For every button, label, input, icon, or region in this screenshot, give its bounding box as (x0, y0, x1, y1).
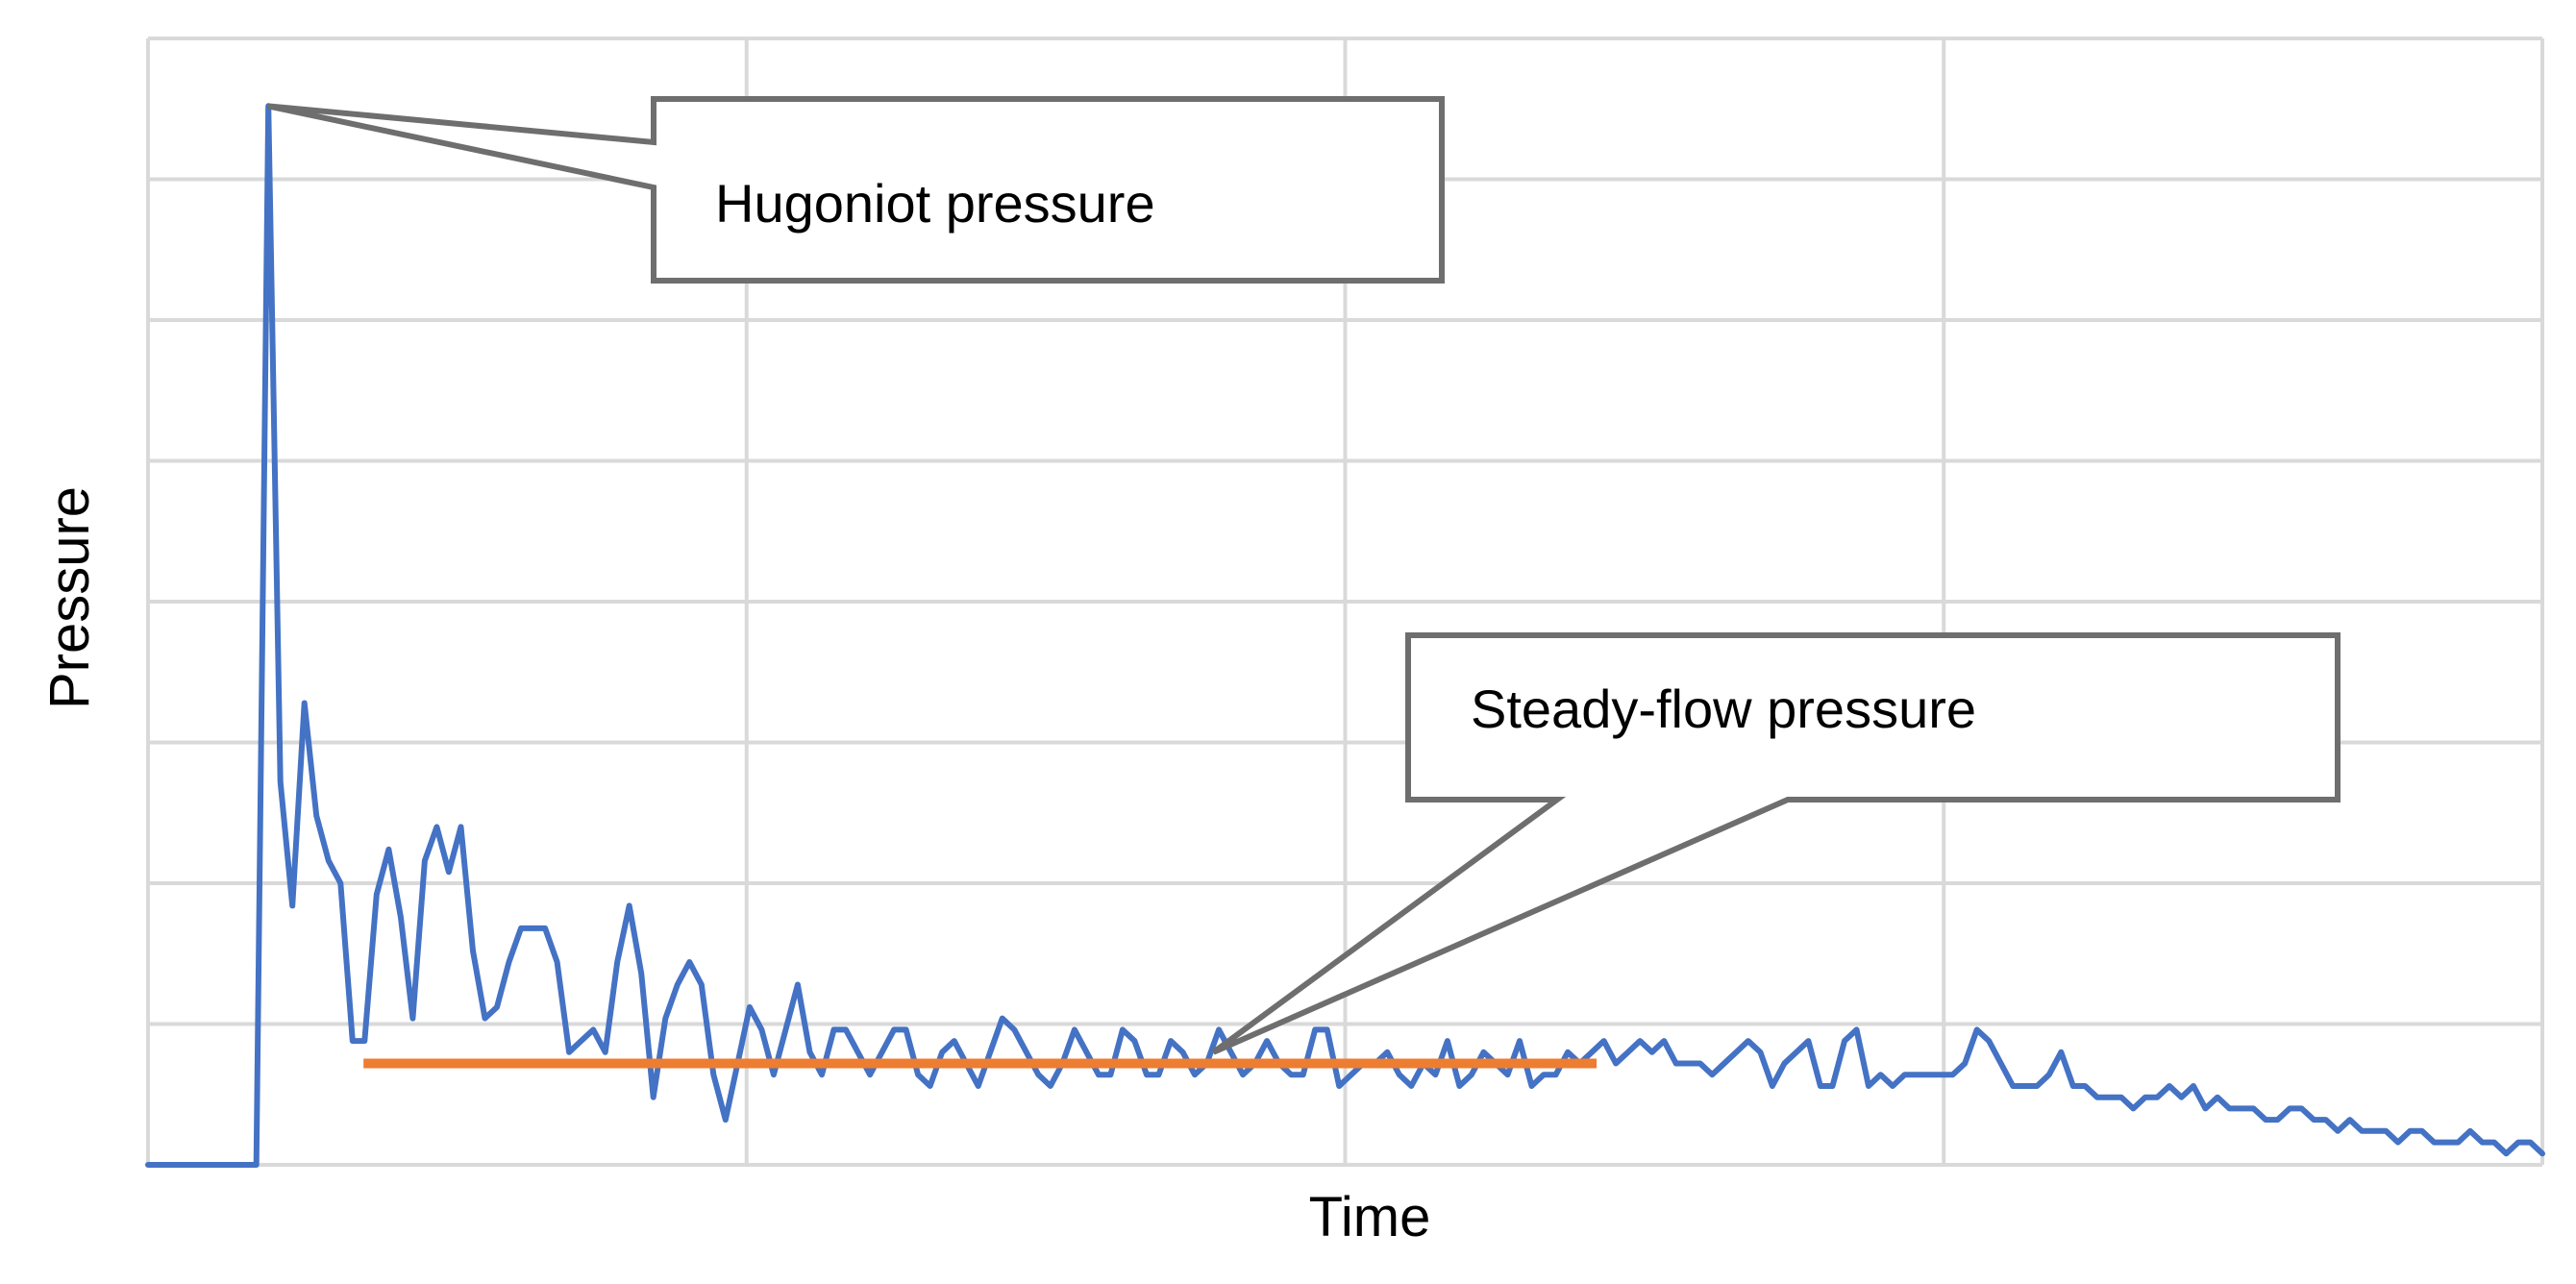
steady-flow-callout-label: Steady-flow pressure (1471, 679, 1976, 739)
pressure-series-line (145, 103, 2545, 1168)
hugoniot-callout: Hugoniot pressure (266, 96, 1445, 284)
steady-flow-callout-box (1211, 632, 2341, 1055)
y-axis-label: Pressure (38, 486, 101, 709)
x-axis-label: Time (1309, 1186, 1431, 1248)
hugoniot-callout-label: Hugoniot pressure (715, 173, 1155, 234)
series-layer (145, 103, 2545, 1168)
callout-layer: Hugoniot pressure Steady-flow pressure (266, 96, 2341, 1055)
steady-flow-callout: Steady-flow pressure (1211, 632, 2341, 1055)
gridlines (146, 37, 2544, 1167)
hugoniot-callout-box (266, 96, 1445, 284)
